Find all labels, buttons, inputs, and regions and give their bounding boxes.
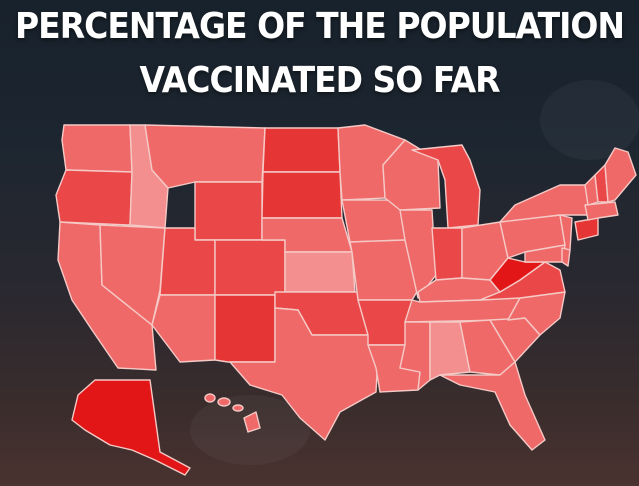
state-TN[interactable] [404, 297, 521, 323]
state-ME[interactable] [604, 147, 637, 203]
state-ND[interactable] [262, 127, 341, 173]
state-WA[interactable] [61, 124, 133, 173]
state-NY[interactable] [499, 184, 591, 223]
state-FL[interactable] [439, 361, 546, 451]
state-WI[interactable] [382, 139, 441, 211]
state-AZ[interactable] [151, 294, 216, 363]
state-NM[interactable] [214, 294, 276, 363]
state-AK[interactable] [71, 379, 191, 476]
state-WY[interactable] [194, 181, 263, 241]
state-MT[interactable] [144, 124, 266, 189]
state-OR[interactable] [55, 169, 133, 226]
state-IN[interactable] [431, 227, 463, 281]
state-CO[interactable] [214, 239, 286, 296]
state-CT[interactable] [574, 217, 599, 241]
state-SD[interactable] [261, 171, 343, 219]
state-MA[interactable] [584, 201, 619, 221]
state-AL[interactable] [429, 321, 471, 381]
state-MD[interactable] [524, 244, 566, 263]
map-title-line-2: VACCINATED SO FAR [139, 58, 500, 101]
state-HI[interactable] [204, 393, 261, 433]
state-DE[interactable] [561, 247, 571, 267]
map-title-line-1: PERCENTAGE OF THE POPULATION [14, 4, 625, 47]
state-TX[interactable] [229, 307, 379, 441]
state-KS[interactable] [284, 251, 356, 293]
